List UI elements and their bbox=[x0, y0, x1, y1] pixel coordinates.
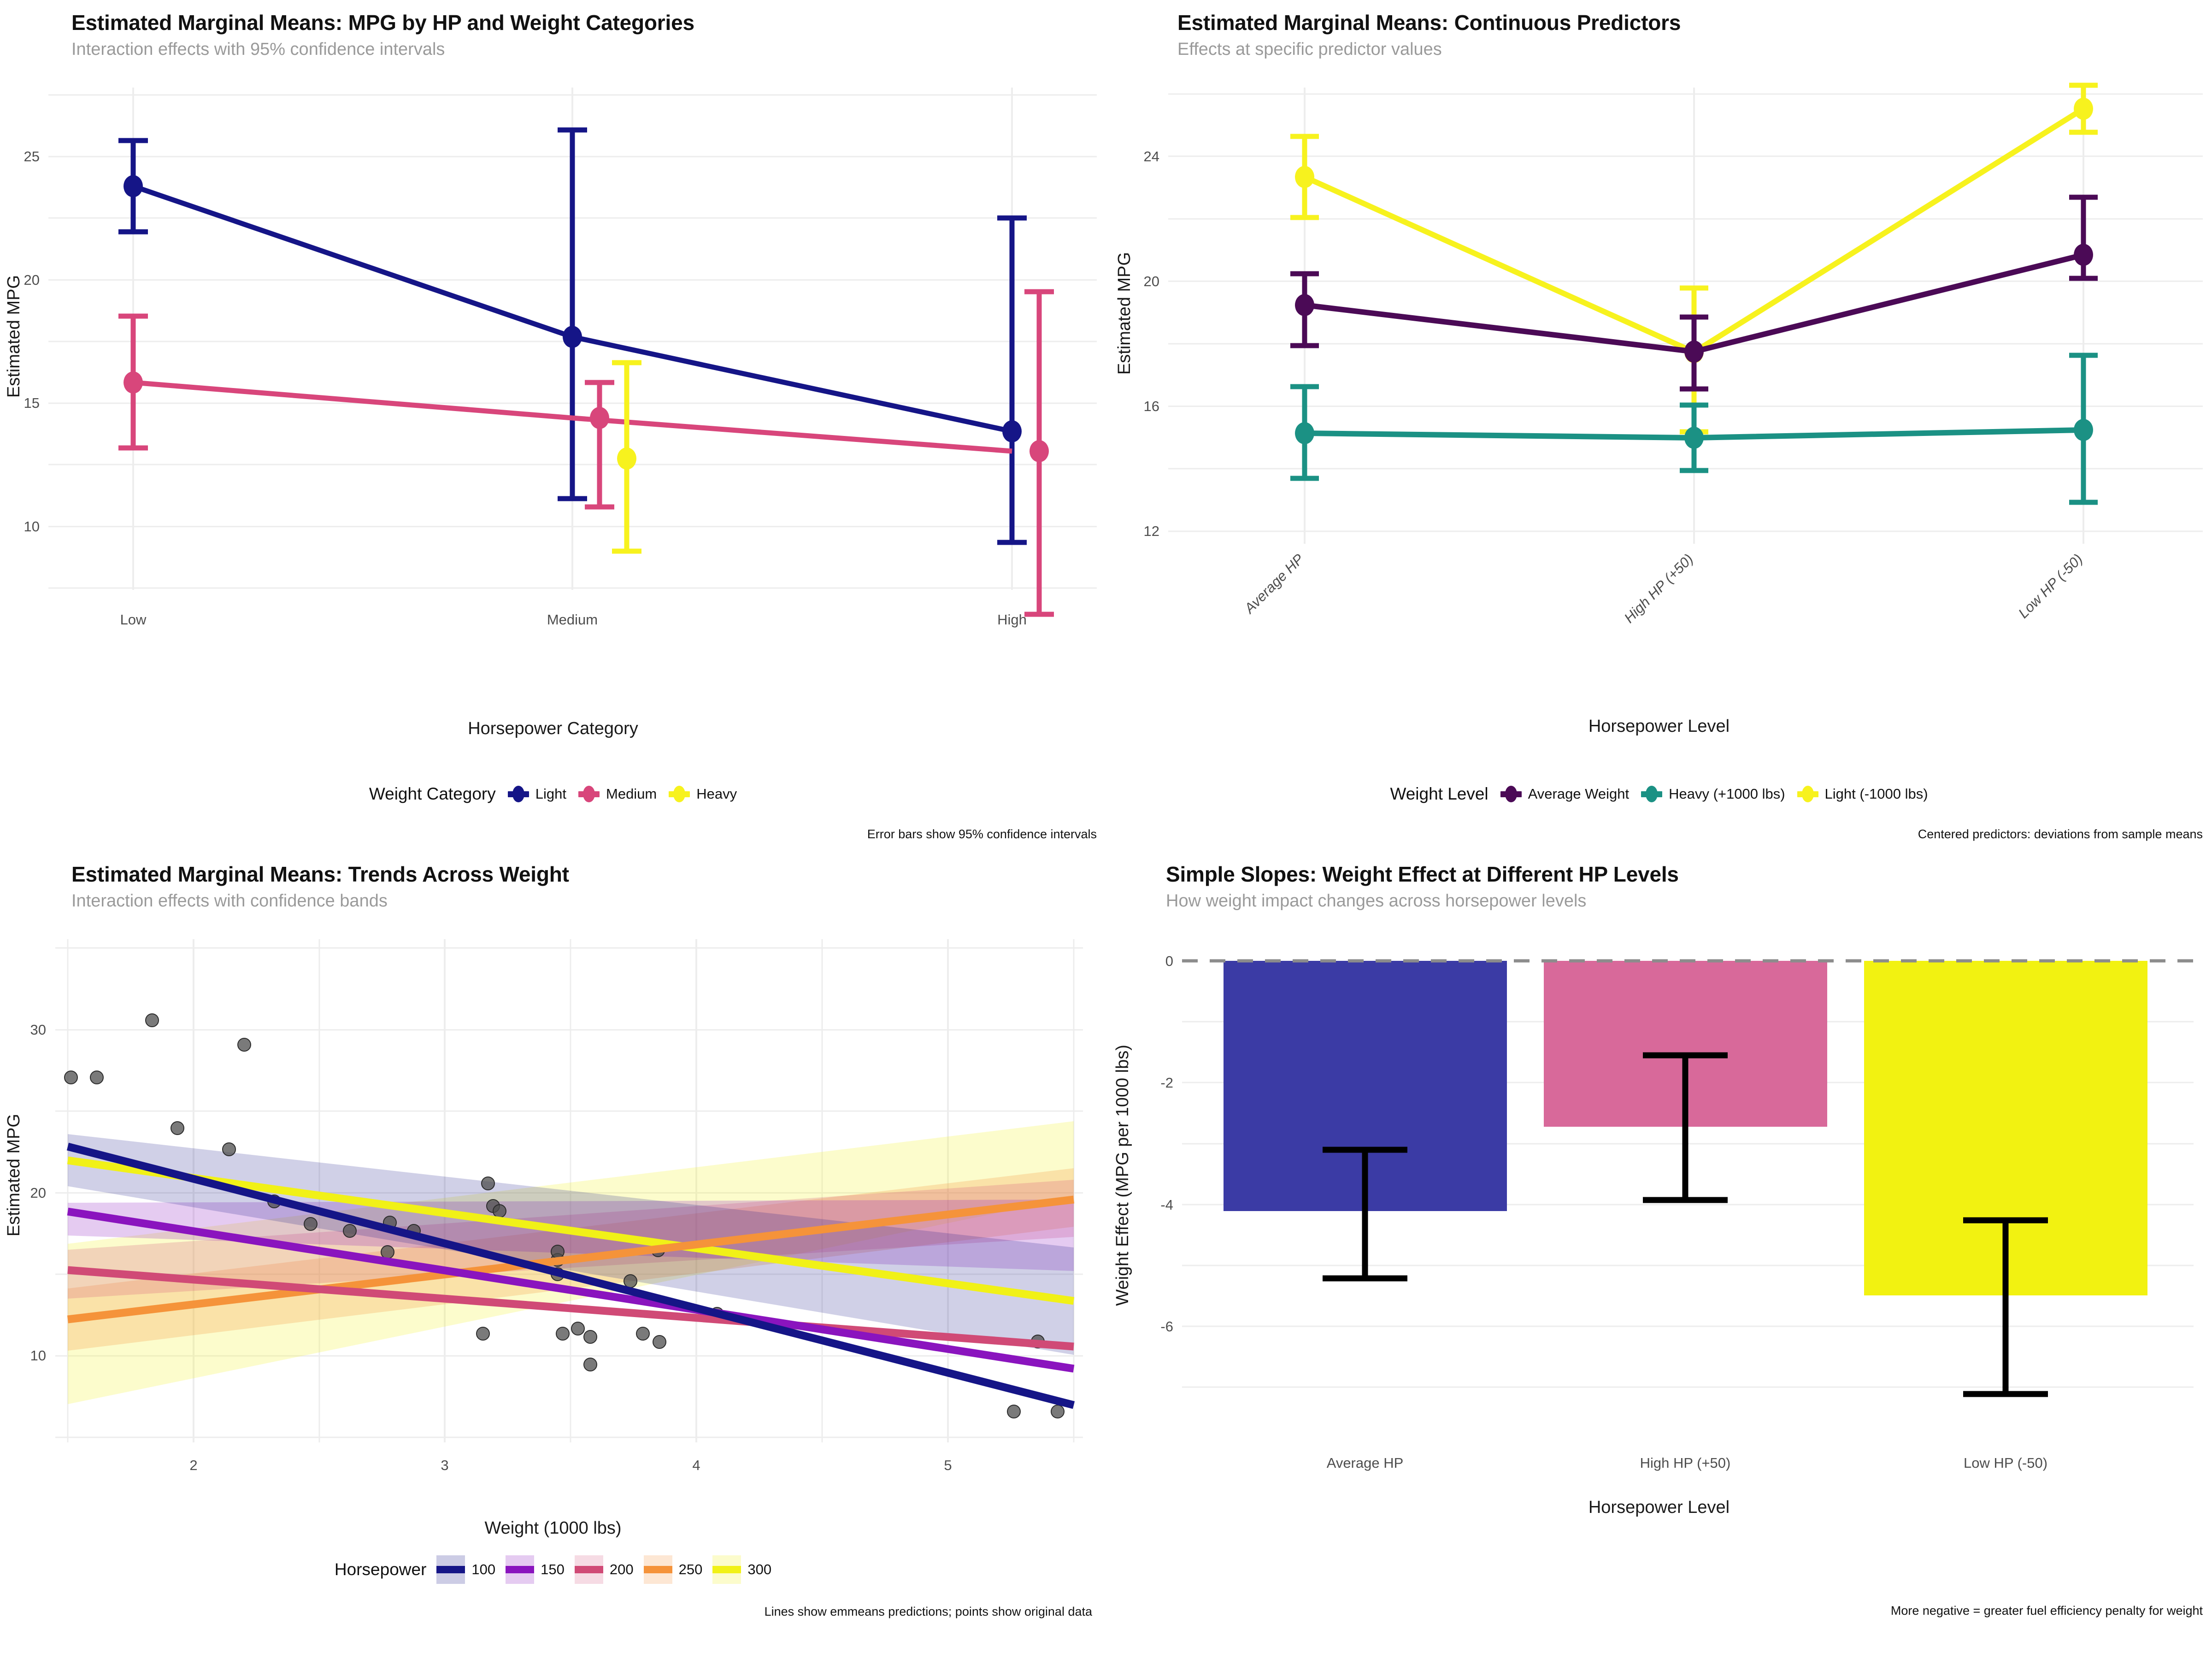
p2-caption: Centered predictors: deviations from sam… bbox=[1918, 827, 2203, 841]
p1-subtitle: Interaction effects with 95% confidence … bbox=[71, 40, 445, 59]
p4-caption: More negative = greater fuel efficiency … bbox=[1890, 1604, 2203, 1618]
svg-text:High: High bbox=[997, 612, 1027, 628]
svg-text:12: 12 bbox=[1144, 523, 1159, 539]
svg-text:30: 30 bbox=[30, 1022, 46, 1038]
legend-point-icon bbox=[507, 783, 529, 805]
legend-line-icon bbox=[712, 1555, 741, 1584]
svg-text:Average HP: Average HP bbox=[1241, 551, 1307, 617]
svg-text:16: 16 bbox=[1144, 398, 1159, 414]
p3-title: Estimated Marginal Means: Trends Across … bbox=[71, 862, 569, 886]
svg-text:4: 4 bbox=[692, 1457, 700, 1473]
svg-text:Low HP (-50): Low HP (-50) bbox=[1964, 1455, 2047, 1471]
svg-text:-6: -6 bbox=[1160, 1318, 1173, 1335]
p2-legend-label-2: Light (-1000 lbs) bbox=[1824, 786, 1928, 802]
p3-legend-label-4: 300 bbox=[747, 1561, 772, 1577]
p3-plot: 10 20 30 2 3 4 5 bbox=[30, 939, 1083, 1473]
svg-text:Low: Low bbox=[120, 612, 147, 628]
p1-legend: Weight Category Light Medium Heavy bbox=[0, 783, 1106, 805]
p3-legend: Horsepower 100 150 200 250 300 bbox=[0, 1555, 1106, 1584]
legend-point-icon bbox=[578, 783, 600, 805]
p3-legend-label-0: 100 bbox=[471, 1561, 496, 1577]
p2-legend-item-heavy[interactable]: Heavy (+1000 lbs) bbox=[1641, 783, 1785, 805]
svg-text:High HP (+50): High HP (+50) bbox=[1640, 1455, 1731, 1471]
p1-legend-item-light[interactable]: Light bbox=[507, 783, 566, 805]
p4-xlabel: Horsepower Level bbox=[1588, 1498, 1730, 1517]
p1-legend-label-2: Heavy bbox=[696, 786, 737, 802]
p2-ylabel: Estimated MPG bbox=[1114, 252, 1134, 375]
p1-xlabel: Horsepower Category bbox=[468, 719, 638, 738]
panel-emm-categories: Estimated Marginal Means: MPG by HP and … bbox=[0, 0, 1106, 853]
svg-text:25: 25 bbox=[24, 148, 40, 165]
p2-legend-item-light[interactable]: Light (-1000 lbs) bbox=[1797, 783, 1928, 805]
svg-text:10: 10 bbox=[24, 518, 40, 535]
svg-text:24: 24 bbox=[1144, 148, 1159, 165]
p4-ylabel: Weight Effect (MPG per 1000 lbs) bbox=[1112, 1044, 1132, 1306]
p1-legend-label-0: Light bbox=[535, 786, 566, 802]
p2-legend-title: Weight Level bbox=[1390, 784, 1488, 803]
p1-legend-item-medium[interactable]: Medium bbox=[578, 783, 657, 805]
legend-line-icon bbox=[506, 1555, 535, 1584]
p1-legend-label-1: Medium bbox=[606, 786, 657, 802]
p1-legend-item-heavy[interactable]: Heavy bbox=[669, 783, 737, 805]
p3-legend-label-2: 200 bbox=[609, 1561, 634, 1577]
p3-legend-item-200[interactable]: 200 bbox=[574, 1555, 634, 1584]
p3-caption: Lines show emmeans predictions; points s… bbox=[764, 1605, 1092, 1618]
p3-subtitle: Interaction effects with confidence band… bbox=[71, 891, 388, 911]
p1-plot: 10 15 20 25 Low Medium High bbox=[24, 88, 1097, 628]
svg-text:-2: -2 bbox=[1160, 1075, 1173, 1091]
svg-text:High HP (+50): High HP (+50) bbox=[1621, 551, 1696, 626]
p3-xlabel: Weight (1000 lbs) bbox=[484, 1518, 622, 1538]
p3-legend-item-150[interactable]: 150 bbox=[506, 1555, 565, 1584]
p1-caption: Error bars show 95% confidence intervals bbox=[867, 827, 1097, 841]
svg-text:15: 15 bbox=[24, 395, 40, 411]
legend-line-icon bbox=[436, 1555, 465, 1584]
svg-text:Average HP: Average HP bbox=[1327, 1455, 1404, 1471]
svg-text:0: 0 bbox=[1165, 953, 1173, 969]
p3-legend-item-300[interactable]: 300 bbox=[712, 1555, 771, 1584]
p1-title: Estimated Marginal Means: MPG by HP and … bbox=[71, 11, 694, 35]
p1-legend-title: Weight Category bbox=[369, 784, 496, 803]
svg-text:20: 20 bbox=[1144, 273, 1159, 289]
p2-legend: Weight Level Average Weight Heavy (+1000… bbox=[1106, 783, 2212, 805]
svg-text:10: 10 bbox=[30, 1347, 46, 1364]
svg-text:3: 3 bbox=[441, 1457, 448, 1473]
panel-trends-across-weight: Estimated Marginal Means: Trends Across … bbox=[0, 853, 1106, 1659]
legend-line-icon bbox=[643, 1555, 672, 1584]
svg-text:-4: -4 bbox=[1160, 1197, 1173, 1213]
p3-legend-label-1: 150 bbox=[541, 1561, 565, 1577]
legend-line-icon bbox=[574, 1555, 603, 1584]
p2-legend-label-0: Average Weight bbox=[1528, 786, 1630, 802]
legend-point-icon bbox=[1641, 783, 1663, 805]
p3-ylabel: Estimated MPG bbox=[4, 1113, 24, 1237]
p2-plot: 12 16 20 24 Average HP High HP (+50) Low… bbox=[1144, 82, 2203, 626]
p2-xlabel: Horsepower Level bbox=[1588, 717, 1730, 736]
p4-title: Simple Slopes: Weight Effect at Differen… bbox=[1166, 862, 1679, 886]
p1-ylabel: Estimated MPG bbox=[4, 275, 24, 398]
p3-legend-label-3: 250 bbox=[678, 1561, 703, 1577]
p2-legend-label-1: Heavy (+1000 lbs) bbox=[1669, 786, 1785, 802]
legend-point-icon bbox=[1797, 783, 1818, 805]
p3-legend-item-100[interactable]: 100 bbox=[436, 1555, 495, 1584]
svg-text:20: 20 bbox=[30, 1185, 46, 1201]
p2-title: Estimated Marginal Means: Continuous Pre… bbox=[1177, 11, 1681, 35]
p2-legend-item-average-weight[interactable]: Average Weight bbox=[1500, 783, 1629, 805]
legend-point-icon bbox=[669, 783, 690, 805]
p2-subtitle: Effects at specific predictor values bbox=[1177, 40, 1442, 59]
p3-legend-title: Horsepower bbox=[334, 1560, 427, 1579]
panel-emm-continuous: Estimated Marginal Means: Continuous Pre… bbox=[1106, 0, 2212, 853]
svg-text:5: 5 bbox=[944, 1457, 952, 1473]
svg-text:Medium: Medium bbox=[547, 612, 598, 628]
p3-legend-item-250[interactable]: 250 bbox=[643, 1555, 703, 1584]
svg-text:20: 20 bbox=[24, 272, 40, 288]
svg-text:2: 2 bbox=[189, 1457, 197, 1473]
panel-simple-slopes: Simple Slopes: Weight Effect at Differen… bbox=[1106, 853, 2212, 1659]
p4-subtitle: How weight impact changes across horsepo… bbox=[1166, 891, 1587, 911]
legend-point-icon bbox=[1500, 783, 1522, 805]
p4-plot: 0 -2 -4 -6 Average HP High HP (+50) Low … bbox=[1160, 953, 2194, 1471]
svg-text:Low HP (-50): Low HP (-50) bbox=[2015, 551, 2086, 621]
